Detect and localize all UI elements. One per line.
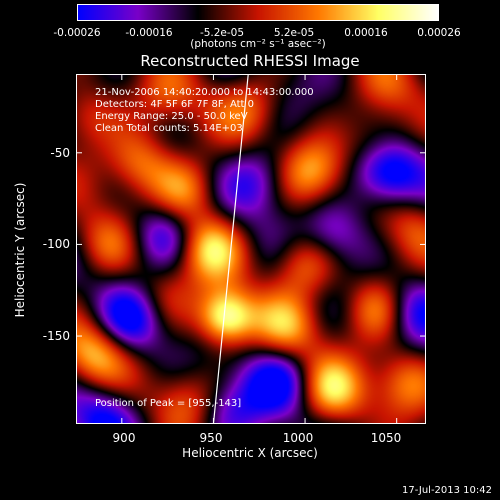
y-tick-label: -50 [50,146,70,160]
colorbar-tick: -0.00016 [125,27,173,39]
peak-position-label: Position of Peak = [955,-143] [95,398,242,409]
y-tick-label: -150 [42,329,70,343]
x-tick-label: 950 [199,431,223,445]
colorbar-tick: -0.00026 [53,27,101,39]
x-tick-label: 1000 [282,431,314,445]
info-detectors: Detectors: 4F 5F 6F 7F 8F, Att 0 [95,99,255,110]
info-total-counts: Clean Total counts: 5.14E+03 [95,123,243,134]
heatmap-image [76,74,426,424]
x-axis-label: Heliocentric X (arcsec) [182,446,318,460]
colorbar-tick: 5.2e-05 [273,27,315,39]
info-energy-range: Energy Range: 25.0 - 50.0 keV [95,111,248,122]
plot-frame [76,74,426,424]
y-axis-label: Heliocentric Y (arcsec) [13,182,27,318]
colorbar-units: (photons cm⁻² s⁻¹ asec⁻²) [190,38,326,50]
date-stamp: 17-Jul-2013 10:42 [401,485,492,496]
y-tick-label: -100 [42,237,70,251]
info-time-range: 21-Nov-2006 14:40:20.000 to 14:43:00.000 [95,87,314,98]
colorbar [77,4,439,21]
solar-limb-line [212,73,249,425]
x-tick-label: 1050 [370,431,402,445]
x-tick-label: 900 [112,431,136,445]
chart-title: Reconstructed RHESSI Image [140,52,360,70]
colorbar-tick: -5.2e-05 [199,27,245,39]
colorbar-tick: 0.00026 [417,27,461,39]
colorbar-tick: 0.00016 [344,27,388,39]
